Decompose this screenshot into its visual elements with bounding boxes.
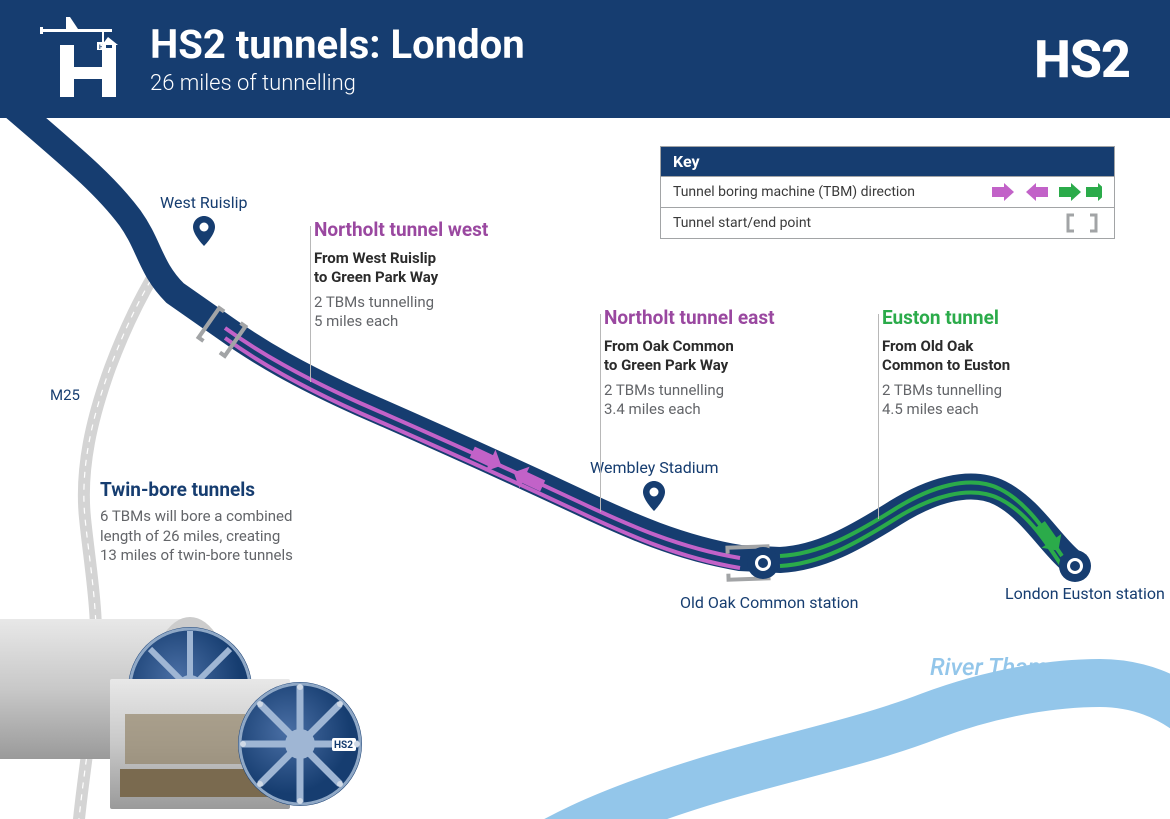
callout-northolt-east: Northolt tunnel east From Oak Common to … (590, 306, 815, 420)
marker-wembley: Wembley Stadium (590, 458, 718, 511)
callout-euston: Euston tunnel From Old Oak Common to Eus… (868, 306, 1093, 420)
marker-west-ruislip: West Ruislip (160, 193, 248, 246)
m25-label: M25 (50, 386, 80, 404)
marker-wembley-label: Wembley Stadium (590, 458, 718, 477)
euston-label: London Euston station (1005, 584, 1165, 603)
hs2-logo: HS2 (1034, 29, 1130, 90)
callout-northolt-west: Northolt tunnel west From West Ruislip t… (300, 218, 525, 332)
pin-icon (643, 481, 665, 511)
marker-west-ruislip-label: West Ruislip (160, 193, 248, 212)
northolt-east-bold: From Oak Common to Green Park Way (604, 337, 815, 375)
map-area: Key Tunnel boring machine (TBM) directio… (0, 118, 1170, 819)
northolt-west-bold: From West Ruislip to Green Park Way (314, 249, 525, 287)
northolt-west-title: Northolt tunnel west (314, 218, 525, 241)
northolt-east-title: Northolt tunnel east (604, 306, 815, 329)
river-thames (470, 683, 1170, 819)
header-bar: HS2 HS2 tunnels: London 26 miles of tunn… (0, 0, 1170, 118)
key-title: Key (661, 147, 1114, 176)
key-row-portal: Tunnel start/end point (661, 207, 1114, 238)
northolt-west-detail: 2 TBMs tunnelling 5 miles each (314, 293, 525, 332)
station-old-oak-node (747, 547, 779, 579)
old-oak-label: Old Oak Common station (680, 593, 859, 612)
key-portal-label: Tunnel start/end point (673, 215, 982, 231)
euston-bold: From Old Oak Common to Euston (882, 337, 1093, 375)
key-tbm-symbol (982, 181, 1102, 203)
page-subtitle: 26 miles of tunnelling (150, 71, 1034, 96)
crane-h-icon: HS2 (40, 17, 130, 102)
northolt-east-detail: 2 TBMs tunnelling 3.4 miles each (604, 381, 815, 420)
euston-title: Euston tunnel (882, 306, 1093, 329)
page-title: HS2 tunnels: London (150, 23, 1034, 67)
thames-label: River Thames (930, 653, 1072, 681)
key-portal-symbol (982, 212, 1102, 234)
twin-bore-detail: 6 TBMs will bore a combined length of 26… (100, 507, 380, 566)
key-row-tbm: Tunnel boring machine (TBM) direction (661, 176, 1114, 207)
twin-bore-title: Twin-bore tunnels (100, 478, 380, 501)
key-tbm-label: Tunnel boring machine (TBM) direction (673, 184, 982, 200)
pin-icon (193, 216, 215, 246)
callout-twin-bore: Twin-bore tunnels 6 TBMs will bore a com… (100, 478, 380, 566)
tbm-illustration: HS2 HS2 (0, 569, 400, 819)
euston-detail: 2 TBMs tunnelling 4.5 miles each (882, 381, 1093, 420)
station-euston-node (1059, 550, 1091, 582)
svg-text:HS2: HS2 (334, 740, 353, 751)
key-legend: Key Tunnel boring machine (TBM) directio… (660, 146, 1115, 239)
header-titles: HS2 tunnels: London 26 miles of tunnelli… (150, 23, 1034, 96)
